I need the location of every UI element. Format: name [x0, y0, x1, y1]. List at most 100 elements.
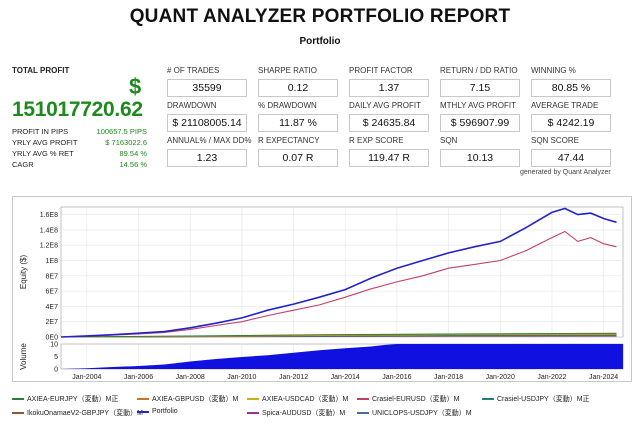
x-tick-label: Jan-2004 [72, 374, 101, 381]
metric-label: PROFIT FACTOR [349, 66, 413, 75]
legend-label: UNICLOPS-USDJPY（変動）M [372, 410, 472, 417]
metric-label: R EXPECTANCY [258, 136, 320, 145]
metric-profit-factor: PROFIT FACTOR 1.37 [349, 66, 429, 97]
metric-value: $ 21108005.14 [167, 114, 247, 132]
legend-label: Portfolio [152, 408, 178, 415]
stat-label: CAGR [12, 160, 34, 169]
legend-swatch [482, 398, 494, 400]
total-profit-value: 151017720.62 [12, 98, 143, 121]
metric-label: ANNUAL% / MAX DD% [167, 136, 252, 145]
metric-label: # OF TRADES [167, 66, 220, 75]
report-title: QUANT ANALYZER PORTFOLIO REPORT [129, 6, 511, 27]
y-tick-label: 1.4E8 [40, 227, 58, 234]
volume-axis-label: Volume [19, 343, 28, 370]
y-tick-label: 0E0 [46, 335, 59, 342]
x-tick-label: Jan-2012 [279, 374, 308, 381]
x-tick-label: Jan-2024 [589, 374, 618, 381]
metric-pct-drawdown: % DRAWDOWN 11.87 % [258, 101, 338, 132]
y-tick-label: 1.6E8 [40, 212, 58, 219]
metric-label: DRAWDOWN [167, 101, 217, 110]
legend-item: Spica-AUDUSD（変動）M [247, 408, 345, 418]
metric-value: $ 4242.19 [531, 114, 611, 132]
volume-tick-label: 5 [54, 354, 58, 361]
volume-tick-label: 10 [50, 342, 58, 349]
y-tick-label: 1.2E8 [40, 243, 58, 250]
metric-return-dd: RETURN / DD RATIO 7.15 [440, 66, 520, 97]
metric-r-expectancy: R EXPECTANCY 0.07 R [258, 136, 338, 167]
legend-label: Spica-AUDUSD（変動）M [262, 410, 346, 417]
legend-label: IkokuOnamaeV2-GBPJPY（変動）M [27, 410, 143, 417]
metric-daily-avg-profit: DAILY AVG PROFIT $ 24635.84 [349, 101, 429, 132]
metric-annual-maxdd: ANNUAL% / MAX DD% 1.23 [167, 136, 252, 167]
legend-swatch [247, 412, 259, 414]
legend-label: AXIEA-GBPUSD（変動）M [152, 396, 239, 403]
metric-label: % DRAWDOWN [258, 101, 317, 110]
metric-label: AVERAGE TRADE [531, 101, 599, 110]
volume-tick-label: 0 [54, 367, 58, 374]
metric-value: 10.13 [440, 149, 520, 167]
y-axis-label: Equity ($) [19, 255, 28, 290]
generated-by-note: generated by Quant Analyzer [520, 169, 611, 176]
equity-chart-svg: 1.6E8 1.4E8 1.2E8 1E8 8E7 6E7 4E7 2E7 0E0 Jan-200… [19, 206, 624, 381]
stat-label: YRLY AVG % RET [12, 149, 74, 158]
legend-item: Crasiel-EURUSD（変動）M [357, 394, 460, 404]
legend-item: AXIEA-GBPUSD（変動）M [137, 394, 238, 404]
legend-swatch [137, 410, 149, 413]
stat-label: PROFIT IN PIPS [12, 127, 69, 136]
metric-label: SQN [440, 136, 458, 145]
total-profit-label: TOTAL PROFIT [12, 66, 70, 75]
metric-value: 11.87 % [258, 114, 338, 132]
x-tick-label: Jan-2016 [382, 374, 411, 381]
legend-label: AXIEA-EURJPY（変動）M正 [27, 396, 119, 403]
metric-value: 80.85 % [531, 79, 611, 97]
metric-label: MTHLY AVG PROFIT [440, 101, 517, 110]
x-tick-label: Jan-2010 [227, 374, 256, 381]
metric-value: $ 596907.99 [440, 114, 520, 132]
metric-value: 0.12 [258, 79, 338, 97]
legend-swatch [247, 398, 259, 400]
metric-value: 1.23 [167, 149, 247, 167]
metric-value: 0.07 R [258, 149, 338, 167]
profit-substats: PROFIT IN PIPS 100657.5 PIPS YRLY AVG PR… [12, 126, 147, 170]
metric-monthly-avg-profit: MTHLY AVG PROFIT $ 596907.99 [440, 101, 520, 132]
metric-label: DAILY AVG PROFIT [349, 101, 422, 110]
report-subtitle: Portfolio [299, 36, 341, 47]
legend-label: Crasiel-USDJPY（変動）M正 [497, 396, 590, 403]
metric-label: WINNING % [531, 66, 576, 75]
stat-row: CAGR 14.56 % [12, 159, 147, 170]
y-tick-label: 1E8 [46, 258, 59, 265]
x-tick-label: Jan-2006 [124, 374, 153, 381]
metric-value: 47.44 [531, 149, 611, 167]
legend-swatch [12, 412, 24, 414]
legend-swatch [357, 412, 369, 414]
metric-value: 7.15 [440, 79, 520, 97]
legend-item: Crasiel-USDJPY（変動）M正 [482, 394, 590, 404]
series-line-axiea-eurjpy [60, 332, 617, 338]
legend-item: IkokuOnamaeV2-GBPJPY（変動）M [12, 408, 143, 418]
legend-swatch [357, 398, 369, 400]
legend-item: Portfolio [137, 408, 178, 415]
stat-value: 100657.5 PIPS [96, 127, 147, 136]
stat-label: YRLY AVG PROFIT [12, 138, 78, 147]
y-tick-label: 6E7 [46, 289, 59, 296]
stat-value: 14.56 % [119, 160, 147, 169]
metric-sqn-score: SQN SCORE 47.44 [531, 136, 611, 167]
x-tick-label: Jan-2008 [176, 374, 205, 381]
metric-sharpe-ratio: SHARPE RATIO 0.12 [258, 66, 338, 97]
legend-swatch [12, 398, 24, 400]
x-tick-label: Jan-2020 [486, 374, 515, 381]
volume-area [61, 344, 623, 369]
dollar-icon: $ [129, 74, 142, 99]
y-tick-label: 2E7 [46, 319, 59, 326]
metric-winning-pct: WINNING % 80.85 % [531, 66, 611, 97]
legend-swatch [137, 398, 149, 400]
metric-label: SQN SCORE [531, 136, 580, 145]
series-line-portfolio [60, 207, 617, 338]
legend-item: AXIEA-USDCAD（変動）M [247, 394, 348, 404]
stat-row: PROFIT IN PIPS 100657.5 PIPS [12, 126, 147, 137]
legend-item: UNICLOPS-USDJPY（変動）M [357, 408, 472, 418]
stat-row: YRLY AVG % RET 89.54 % [12, 148, 147, 159]
metric-value: $ 24635.84 [349, 114, 429, 132]
metric-label: SHARPE RATIO [258, 66, 317, 75]
x-tick-label: Jan-2018 [434, 374, 463, 381]
